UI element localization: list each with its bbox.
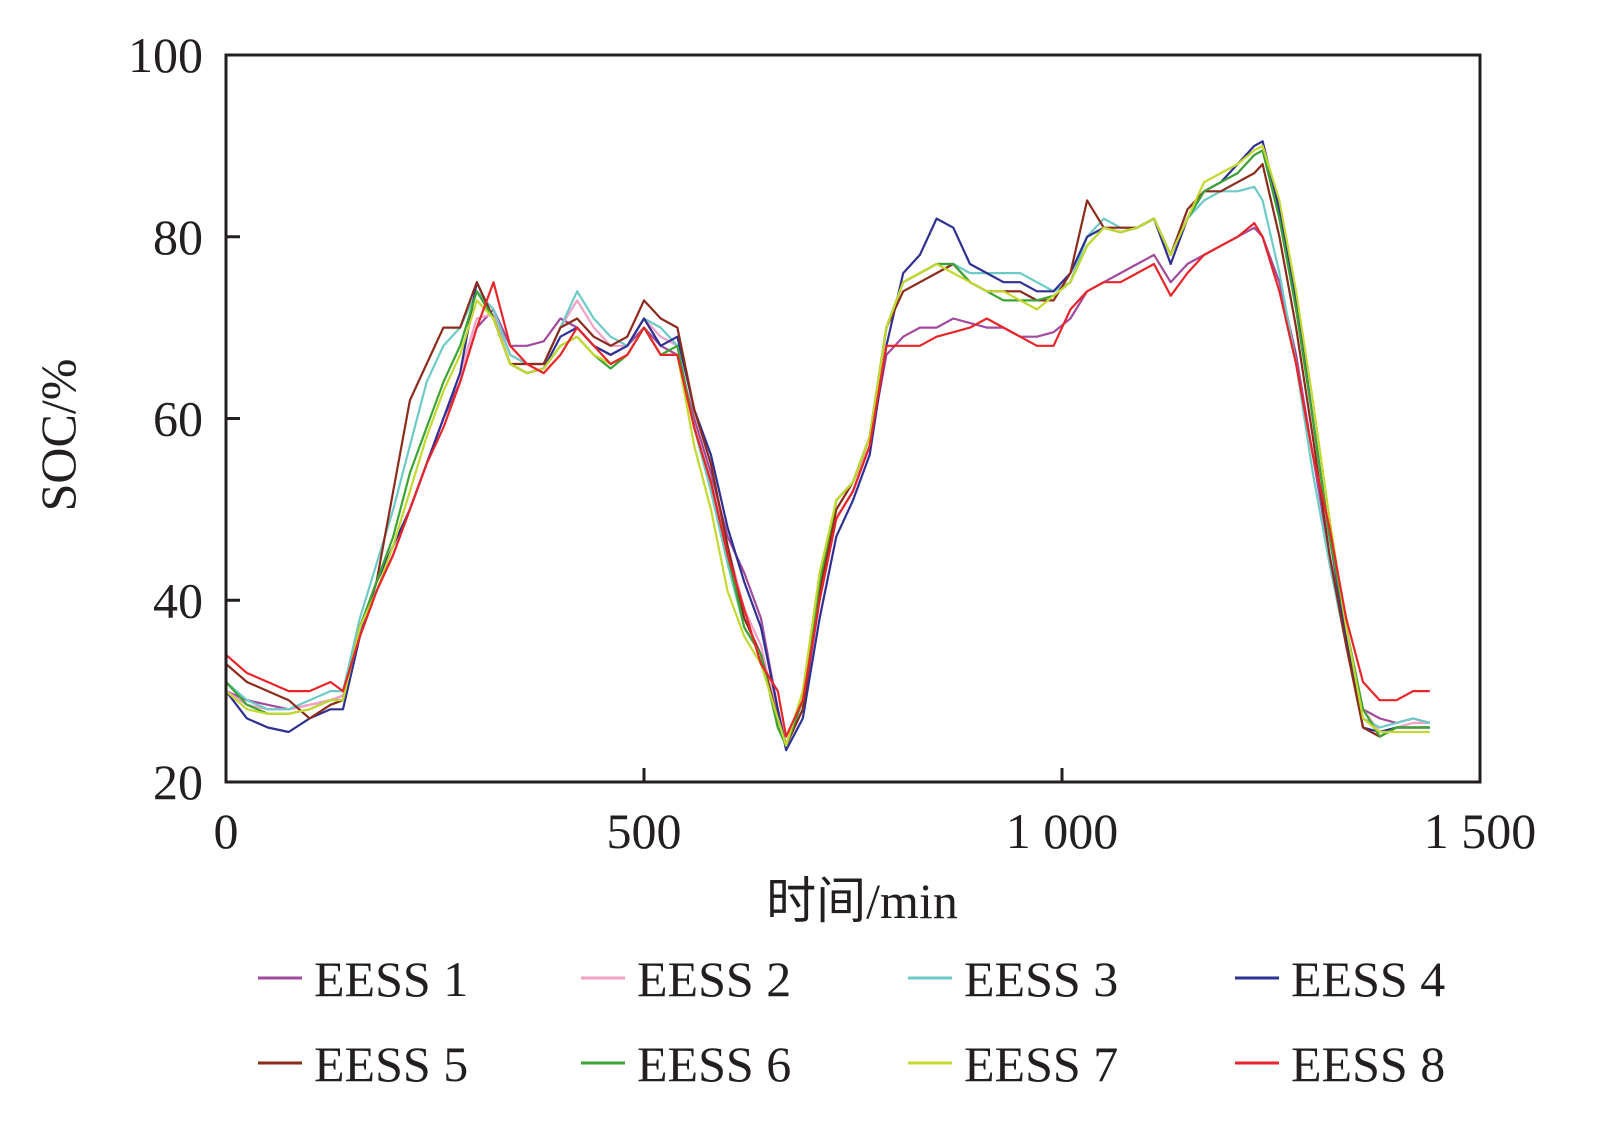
y-tick-label: 80 xyxy=(153,209,203,265)
x-tick-label: 500 xyxy=(607,803,682,859)
y-tick-label: 20 xyxy=(153,754,203,810)
y-tick-label: 100 xyxy=(128,27,203,83)
legend-item-eess-5: EESS 5 xyxy=(258,1036,468,1092)
y-tick-label: 60 xyxy=(153,391,203,447)
legend-label: EESS 8 xyxy=(1291,1036,1445,1092)
y-axis-label: SOC/% xyxy=(30,359,86,512)
x-tick-label: 0 xyxy=(214,803,239,859)
series-line-eess-7 xyxy=(225,144,1430,747)
legend: EESS 1 EESS 2 EESS 3 EESS 4 EESS 5 EESS 6 EESS… xyxy=(258,951,1445,1092)
series-line-eess-8 xyxy=(225,222,1430,738)
series-line-eess-3 xyxy=(225,185,1431,747)
plot-frame xyxy=(224,53,1482,784)
x-tick-label: 1 500 xyxy=(1424,803,1537,859)
legend-label: EESS 7 xyxy=(964,1036,1118,1092)
series-line-eess-4 xyxy=(225,140,1430,752)
legend-item-eess-1: EESS 1 xyxy=(258,951,468,1007)
y-tick-label: 40 xyxy=(153,572,203,628)
series-line-eess-5 xyxy=(225,163,1430,747)
ticks-layer: 0 500 1 000 1 500 20 40 60 80 100 xyxy=(128,27,1536,859)
x-tick-label: 1 000 xyxy=(1006,803,1119,859)
series-layer xyxy=(225,140,1431,752)
legend-item-eess-3: EESS 3 xyxy=(908,951,1118,1007)
series-line-eess-2 xyxy=(225,149,1430,747)
legend-item-eess-6: EESS 6 xyxy=(581,1036,791,1092)
series-line-eess-6 xyxy=(225,149,1430,747)
legend-label: EESS 2 xyxy=(637,951,791,1007)
legend-label: EESS 4 xyxy=(1291,951,1445,1007)
legend-label: EESS 1 xyxy=(314,951,468,1007)
legend-label: EESS 6 xyxy=(637,1036,791,1092)
legend-item-eess-4: EESS 4 xyxy=(1235,951,1445,1007)
legend-item-eess-7: EESS 7 xyxy=(908,1036,1118,1092)
legend-label: EESS 5 xyxy=(314,1036,468,1092)
legend-label: EESS 3 xyxy=(964,951,1118,1007)
legend-item-eess-2: EESS 2 xyxy=(581,951,791,1007)
legend-item-eess-8: EESS 8 xyxy=(1235,1036,1445,1092)
x-axis-label: 时间/min xyxy=(766,873,958,929)
